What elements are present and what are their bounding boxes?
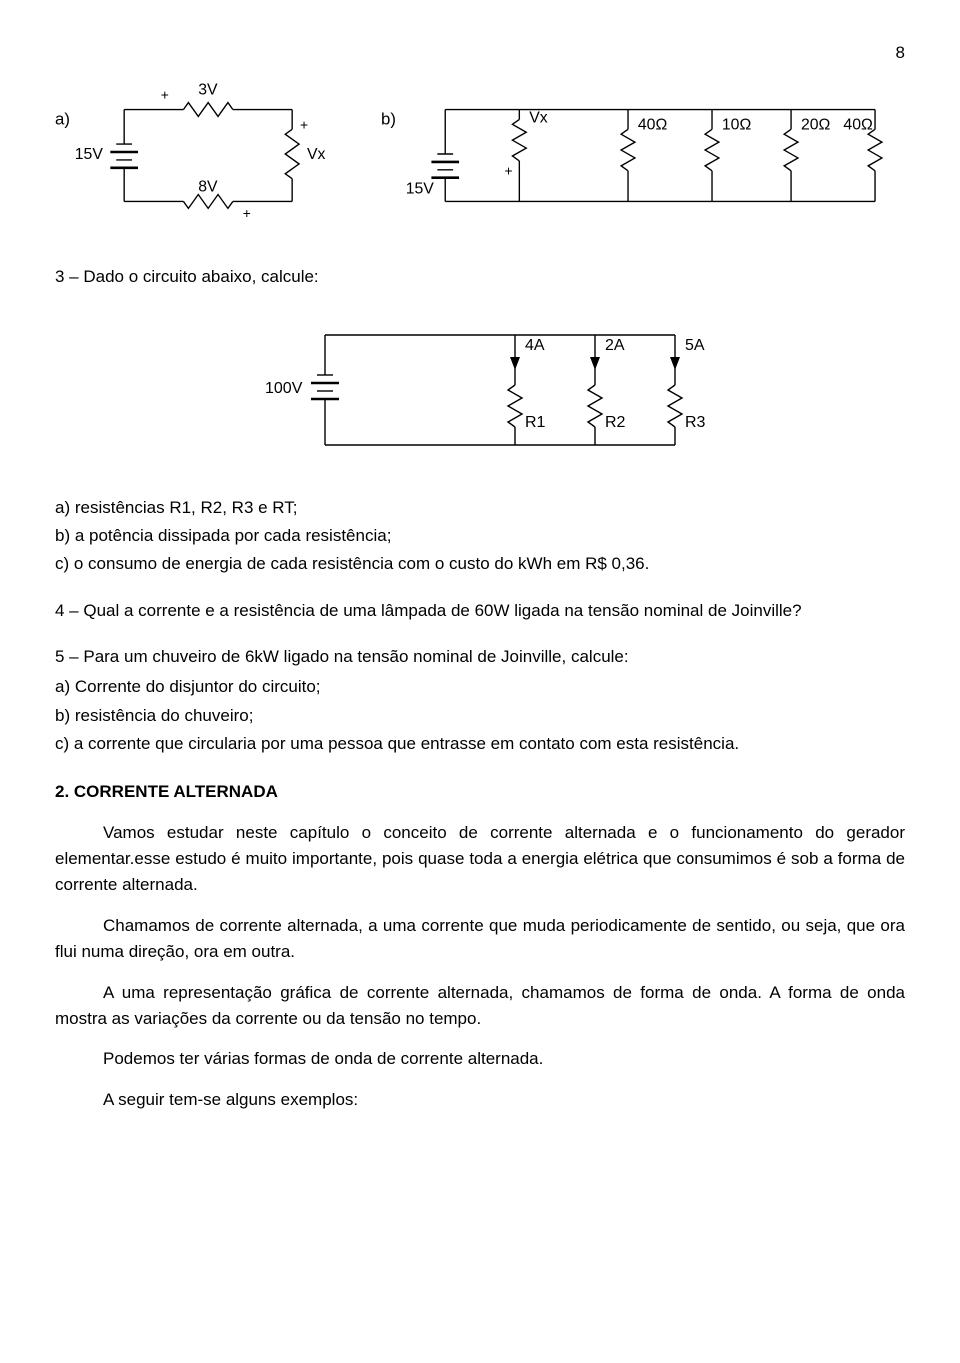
cq3-i2: 2A: [605, 337, 625, 354]
q5-items: a) Corrente do disjuntor do circuito; b)…: [55, 674, 905, 757]
q3-prompt: 3 – Dado o circuito abaixo, calcule:: [55, 264, 905, 290]
top-diagram-row: + 3V + Vx + 8V 15V a): [55, 74, 905, 234]
svg-text:+: +: [300, 117, 308, 133]
section2-p3: A uma representação gráfica de corrente …: [55, 980, 905, 1033]
q3-diagram-wrap: 100V 4A R1 2A R2 5A: [55, 305, 905, 475]
q4-text: 4 – Qual a corrente e a resistência de u…: [55, 598, 905, 624]
q3-items: a) resistências R1, R2, R3 e RT; b) a po…: [55, 495, 905, 578]
ca-vx-label: Vx: [307, 146, 326, 163]
ca-label: a): [55, 110, 70, 129]
q5-prompt: 5 – Para um chuveiro de 6kW ligado na te…: [55, 644, 905, 670]
circuit-b: b) 15V Vx + 40Ω: [381, 74, 905, 234]
svg-text:+: +: [505, 163, 513, 179]
q3-item-a: a) resistências R1, R2, R3 e RT;: [55, 495, 905, 521]
section2-p4: Podemos ter várias formas de onda de cor…: [55, 1046, 905, 1072]
q5-item-c: c) a corrente que circularia por uma pes…: [55, 731, 905, 757]
ca-8v-label: 8V: [198, 179, 218, 196]
cq3-r2: R2: [605, 414, 626, 431]
section2-p2: Chamamos de corrente alternada, a uma co…: [55, 913, 905, 966]
cq3-r3: R3: [685, 414, 706, 431]
cq3-i1: 4A: [525, 337, 545, 354]
cb-15v-label: 15V: [406, 181, 435, 198]
page-number: 8: [55, 40, 905, 66]
q5-item-a: a) Corrente do disjuntor do circuito;: [55, 674, 905, 700]
cb-r4: 40Ω: [844, 117, 874, 134]
svg-text:+: +: [243, 206, 251, 222]
q5-item-b: b) resistência do chuveiro;: [55, 703, 905, 729]
cq3-100v: 100V: [265, 380, 303, 397]
cq3-i3: 5A: [685, 337, 705, 354]
ca-15v-label: 15V: [75, 146, 104, 163]
circuit-q3: 100V 4A R1 2A R2 5A: [245, 305, 715, 475]
section2-p5: A seguir tem-se alguns exemplos:: [55, 1087, 905, 1113]
cb-vx-label: Vx: [530, 110, 549, 127]
section2-p1: Vamos estudar neste capítulo o conceito …: [55, 820, 905, 899]
q3-item-c: c) o consumo de energia de cada resistên…: [55, 551, 905, 577]
q3-item-b: b) a potência dissipada por cada resistê…: [55, 523, 905, 549]
section2-title: 2. CORRENTE ALTERNADA: [55, 779, 905, 805]
circuit-a: + 3V + Vx + 8V 15V a): [55, 74, 361, 234]
cq3-r1: R1: [525, 414, 546, 431]
cb-r2: 10Ω: [722, 117, 752, 134]
cb-r3: 20Ω: [801, 117, 831, 134]
svg-text:+: +: [161, 87, 169, 103]
cb-r1: 40Ω: [638, 117, 668, 134]
ca-3v-label: 3V: [198, 82, 218, 99]
cb-label: b): [381, 110, 396, 129]
